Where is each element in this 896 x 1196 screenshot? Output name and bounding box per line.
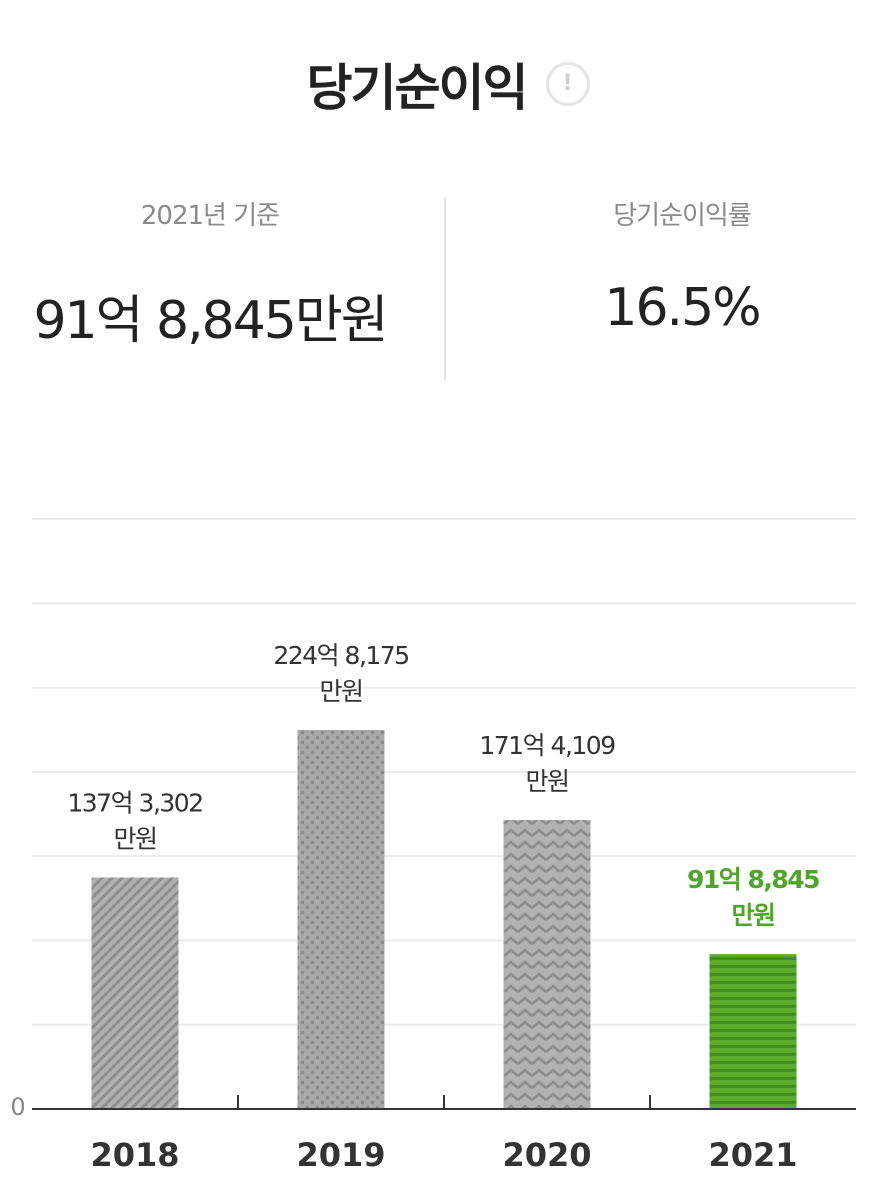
bar-value-label-2021: 만원 [731,901,774,930]
chart-title-row: 당기순이익 ! [0,48,896,120]
bar-2018 [91,877,179,1109]
bar-value-label-2019: 224억 8,175 [273,641,408,670]
summary-base-year-label: 2021년 기준 [140,201,280,231]
summary-divider [444,198,446,380]
summary-net-margin: 당기순이익률 16.5% [472,195,892,338]
x-tick-label-2020: 2020 [502,1136,591,1174]
info-icon[interactable]: ! [545,62,590,106]
summary-net-margin-label: 당기순이익률 [613,201,752,231]
bar-value-label-2019: 만원 [319,677,362,706]
y-tick-label: 0 [10,1093,25,1121]
bar-value-label-2018: 만원 [113,824,156,853]
summary-net-income-value: 91억 8,845만원 [33,291,388,351]
summary-net-margin-value: 16.5% [604,278,761,338]
x-tick-label-2019: 2019 [296,1136,385,1174]
x-tick-label-2018: 2018 [90,1136,179,1174]
bar-value-label-2020: 171억 4,109 [479,731,615,760]
bar-2020 [503,820,591,1109]
page-title: 당기순이익 [306,59,528,117]
summary-net-income: 2021년 기준 91억 8,845만원 [0,195,420,353]
bar-2019 [297,730,385,1109]
x-tick-label-2021: 2021 [708,1136,797,1174]
bar-value-label-2018: 137억 3,302 [67,788,202,817]
bar-value-label-2021: 91억 8,845 [687,865,819,894]
bar-value-label-2020: 만원 [525,767,568,796]
bar-2021 [709,954,797,1109]
